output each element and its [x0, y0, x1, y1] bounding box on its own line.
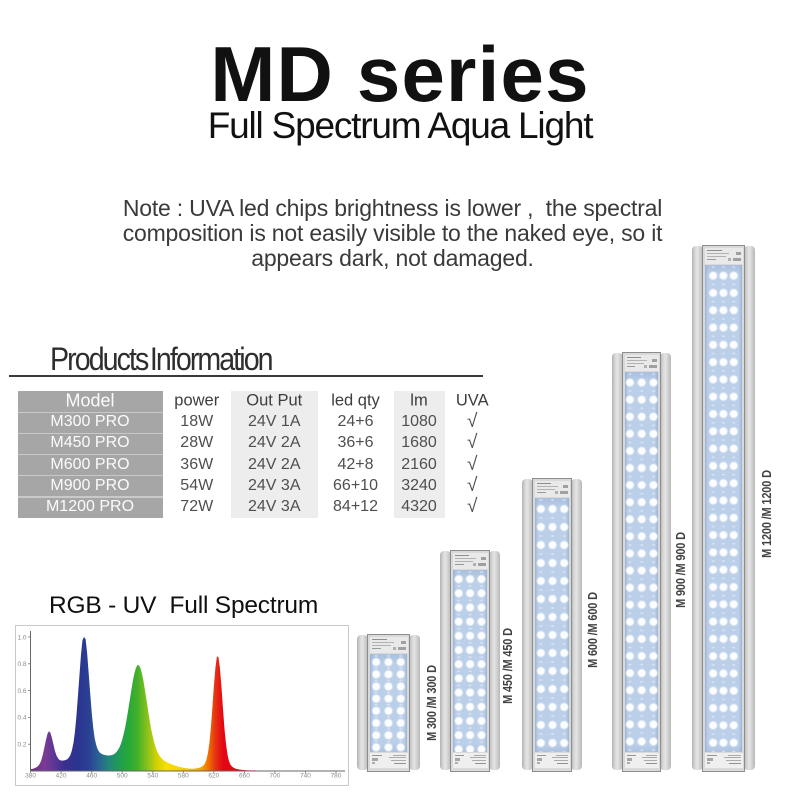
svg-text:1.0: 1.0 — [17, 634, 26, 641]
svg-text:700: 700 — [269, 773, 280, 780]
svg-text:580: 580 — [178, 773, 189, 780]
svg-text:740: 740 — [300, 773, 311, 780]
svg-text:420: 420 — [56, 773, 67, 780]
svg-text:780: 780 — [331, 773, 342, 780]
svg-text:0.6: 0.6 — [17, 688, 26, 695]
svg-text:460: 460 — [86, 773, 97, 780]
svg-text:380: 380 — [25, 773, 36, 780]
svg-text:0.4: 0.4 — [17, 715, 26, 722]
svg-text:0.8: 0.8 — [17, 661, 26, 668]
svg-text:500: 500 — [117, 773, 128, 780]
svg-text:540: 540 — [147, 773, 158, 780]
svg-text:660: 660 — [239, 773, 250, 780]
svg-text:0.2: 0.2 — [17, 742, 26, 749]
svg-text:620: 620 — [208, 773, 219, 780]
